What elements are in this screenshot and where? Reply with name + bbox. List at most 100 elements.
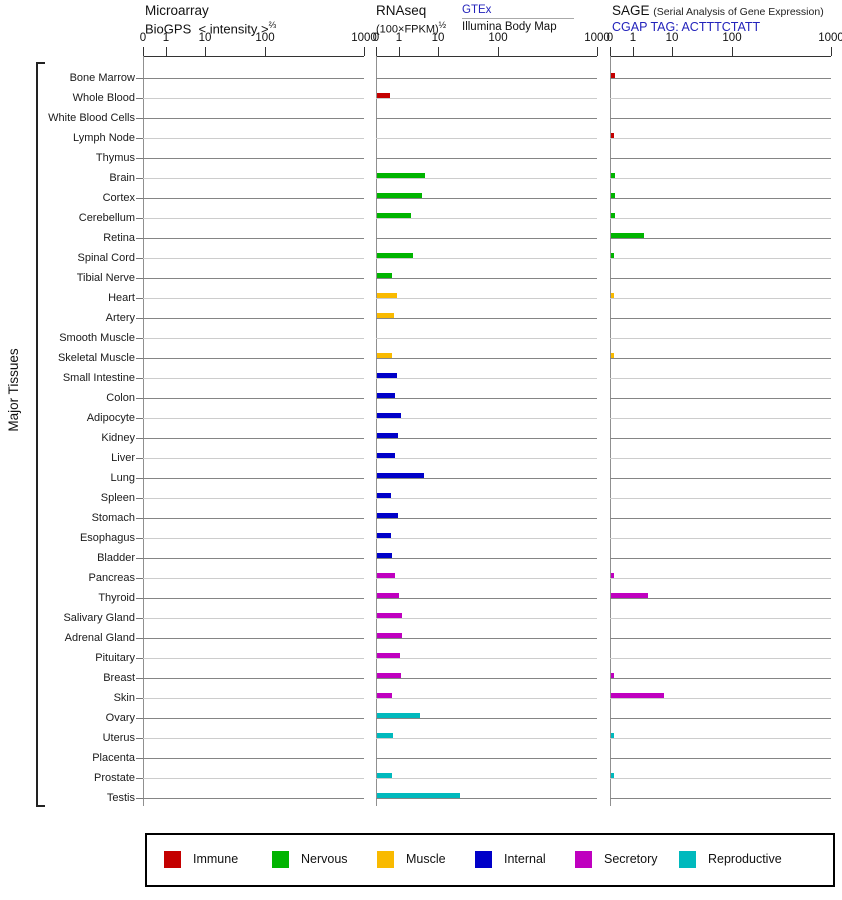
legend-swatch — [575, 851, 592, 868]
row-line — [143, 118, 364, 119]
row-line — [610, 758, 831, 759]
expression-bar — [377, 793, 460, 798]
legend-label: Muscle — [406, 852, 446, 866]
tissue-row-tick — [136, 458, 143, 459]
row-line — [376, 238, 597, 239]
tissue-label: Skin — [113, 692, 135, 704]
rnaseq-sources: GTEx Illumina Body Map — [462, 4, 574, 33]
row-line — [376, 78, 597, 79]
row-line — [143, 798, 364, 799]
row-line — [143, 178, 364, 179]
row-line — [143, 98, 364, 99]
axis-tick-label: 0 — [606, 32, 614, 44]
tissue-row-tick — [136, 238, 143, 239]
x-axis-line — [143, 56, 364, 57]
row-line — [143, 578, 364, 579]
tissue-row-tick — [136, 578, 143, 579]
row-line — [376, 478, 597, 479]
tissue-label: Skeletal Muscle — [57, 352, 135, 364]
axis-tick-label: 10 — [431, 32, 445, 44]
row-line — [610, 278, 831, 279]
tissue-row-tick — [136, 538, 143, 539]
axis-tick — [633, 47, 634, 56]
microarray-panel-header: Microarray BioGPS < intensity >⅔ — [145, 3, 276, 36]
illumina-body-map-label: Illumina Body Map — [462, 21, 557, 33]
major-tissues-bracket-bottom-arm — [36, 805, 45, 807]
row-line — [143, 198, 364, 199]
row-line — [143, 658, 364, 659]
tissue-label: Uterus — [102, 732, 135, 744]
row-line — [376, 298, 597, 299]
row-line — [610, 778, 831, 779]
row-line — [143, 258, 364, 259]
tissue-row-tick — [136, 698, 143, 699]
row-line — [610, 118, 831, 119]
row-line — [143, 618, 364, 619]
microarray-scale-exponent: ⅔ — [268, 20, 277, 30]
expression-bar — [377, 613, 402, 618]
tissue-label: Adrenal Gland — [64, 632, 135, 644]
axis-tick — [831, 47, 832, 56]
expression-bar — [377, 713, 420, 718]
tissue-row-tick — [136, 198, 143, 199]
tissue-row-tick — [136, 678, 143, 679]
row-line — [143, 278, 364, 279]
row-line — [610, 478, 831, 479]
row-line — [376, 338, 597, 339]
axis-tick — [672, 47, 673, 56]
row-line — [376, 698, 597, 699]
expression-bar — [611, 693, 664, 698]
tissue-row-tick — [136, 598, 143, 599]
row-line — [610, 318, 831, 319]
rnaseq-scale-exponent: ½ — [438, 20, 447, 30]
row-line — [143, 78, 364, 79]
row-line — [610, 798, 831, 799]
expression-bar — [377, 733, 393, 738]
axis-tick — [399, 47, 400, 56]
tissue-row-tick — [136, 78, 143, 79]
gtex-link[interactable]: GTEx — [462, 4, 574, 19]
axis-tick-label: 0 — [372, 32, 380, 44]
row-line — [376, 678, 597, 679]
sage-title-note: (Serial Analysis of Gene Expression) — [653, 6, 824, 18]
row-line — [376, 158, 597, 159]
row-line — [376, 658, 597, 659]
row-line — [143, 598, 364, 599]
row-line — [376, 518, 597, 519]
tissue-row-tick — [136, 798, 143, 799]
axis-tick-label: 1 — [629, 32, 637, 44]
tissue-label: Whole Blood — [72, 92, 135, 104]
expression-bar — [377, 193, 422, 198]
sage-title: SAGE — [612, 3, 650, 18]
expression-bar — [377, 253, 413, 258]
axis-tick — [265, 47, 266, 56]
row-line — [376, 798, 597, 799]
axis-tick-label: 0 — [139, 32, 147, 44]
x-axis-line — [610, 56, 831, 57]
row-line — [610, 198, 831, 199]
tissue-label: Brain — [109, 172, 135, 184]
tissue-label: Testis — [106, 792, 135, 804]
row-line — [610, 598, 831, 599]
row-line — [610, 458, 831, 459]
tissue-row-tick — [136, 338, 143, 339]
legend-swatch — [377, 851, 394, 868]
row-line — [376, 318, 597, 319]
expression-bar — [611, 73, 615, 78]
cgap-tag-link[interactable]: CGAP TAG: ACTTTCTATT — [612, 20, 761, 34]
row-line — [143, 378, 364, 379]
tissue-label: Breast — [103, 672, 135, 684]
tissue-label: Pancreas — [88, 572, 135, 584]
axis-tick-label: 100 — [722, 32, 742, 44]
sage-panel-header: SAGE (Serial Analysis of Gene Expression… — [612, 3, 824, 34]
tissue-row-tick — [136, 138, 143, 139]
tissue-row-tick — [136, 178, 143, 179]
rnaseq-scale: (100×FPKM) — [376, 23, 439, 36]
tissue-row-tick — [136, 418, 143, 419]
row-line — [610, 678, 831, 679]
row-line — [610, 138, 831, 139]
row-line — [376, 218, 597, 219]
row-line — [376, 538, 597, 539]
expression-bar — [377, 773, 392, 778]
legend-label: Internal — [504, 852, 546, 866]
